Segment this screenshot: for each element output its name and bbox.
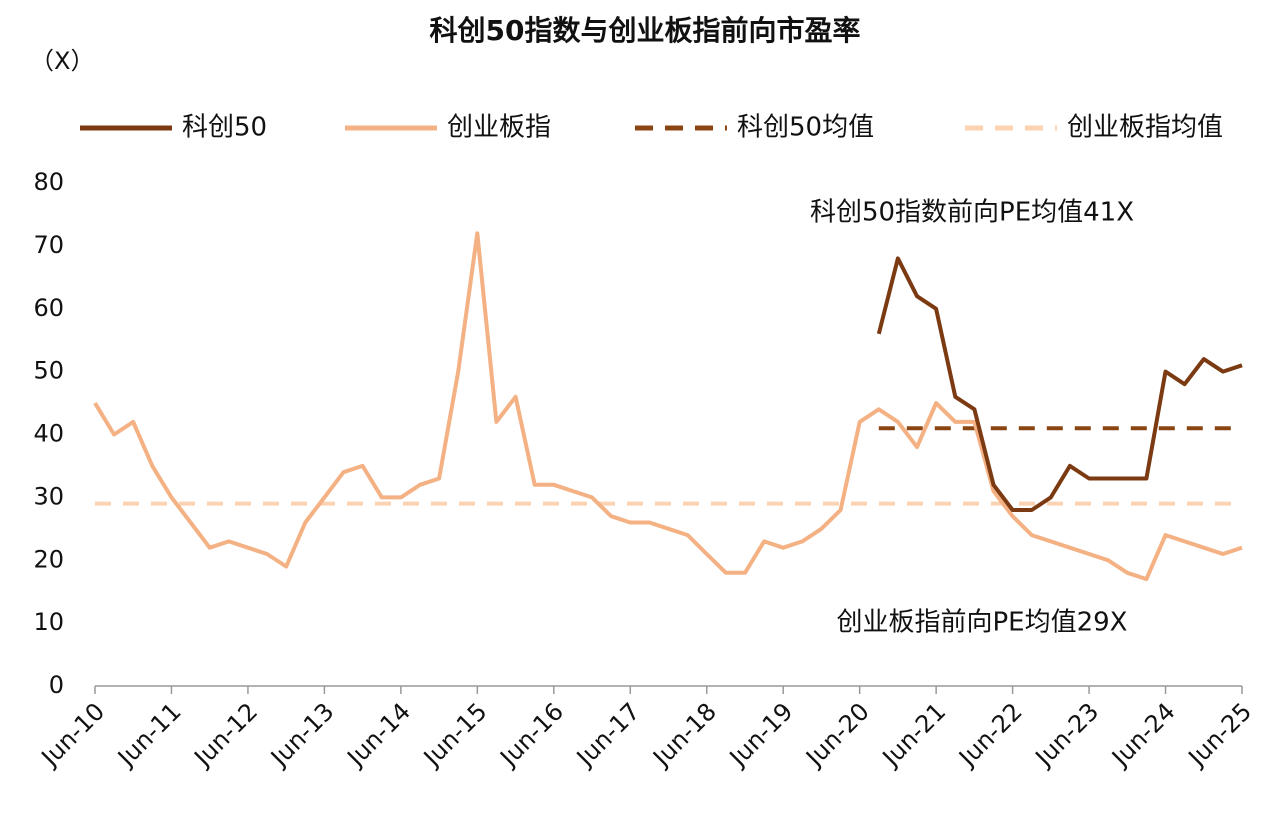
series-line [876, 256, 1243, 512]
chart-title: 科创50指数与创业板指前向市盈率 [430, 14, 861, 47]
annotation: 科创50指数前向PE均值41X [810, 198, 1134, 228]
legend-label: 科创50 [182, 113, 267, 143]
y-tick-label: 80 [33, 168, 64, 196]
y-tick-label: 40 [33, 420, 64, 448]
legend-label: 创业板指 [447, 113, 551, 143]
x-tick-label: Jun-24 [1105, 697, 1180, 772]
x-tick-label: Jun-12 [188, 697, 263, 772]
y-unit: （X） [30, 47, 94, 75]
x-tick-label: Jun-15 [417, 697, 492, 772]
x-tick-label: Jun-22 [952, 697, 1027, 772]
x-tick-label: Jun-19 [723, 697, 798, 772]
legend-label: 科创50均值 [737, 113, 874, 143]
legend-label: 创业板指均值 [1067, 113, 1223, 143]
x-tick-label: Jun-25 [1182, 697, 1257, 772]
annotation: 创业板指前向PE均值29X [836, 608, 1127, 638]
x-tick-label: Jun-11 [111, 697, 186, 772]
x-tick-label: Jun-17 [570, 697, 645, 772]
x-tick-label: Jun-10 [35, 697, 110, 772]
y-tick-label: 20 [33, 545, 64, 573]
x-tick-label: Jun-13 [264, 697, 339, 772]
y-tick-label: 70 [33, 231, 64, 259]
y-tick-label: 0 [49, 671, 64, 699]
y-tick-label: 60 [33, 294, 64, 322]
x-tick-label: Jun-20 [799, 697, 874, 772]
y-tick-label: 50 [33, 357, 64, 385]
x-tick-label: Jun-16 [494, 697, 569, 772]
x-tick-label: Jun-14 [341, 697, 416, 772]
x-tick-label: Jun-18 [646, 697, 721, 772]
x-tick-label: Jun-23 [1029, 697, 1104, 772]
y-tick-label: 10 [33, 608, 64, 636]
x-tick-label: Jun-21 [876, 697, 951, 772]
y-tick-label: 30 [33, 482, 64, 510]
series-line [93, 231, 1243, 582]
